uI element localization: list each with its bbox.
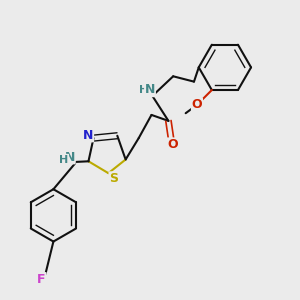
Text: N: N [145,83,155,97]
Text: H: H [139,85,148,95]
Text: O: O [168,138,178,151]
Text: F: F [37,273,46,286]
Text: S: S [109,172,118,185]
Text: O: O [192,98,202,111]
Text: N: N [64,151,75,164]
Text: N: N [83,129,93,142]
Text: H: H [59,154,68,164]
